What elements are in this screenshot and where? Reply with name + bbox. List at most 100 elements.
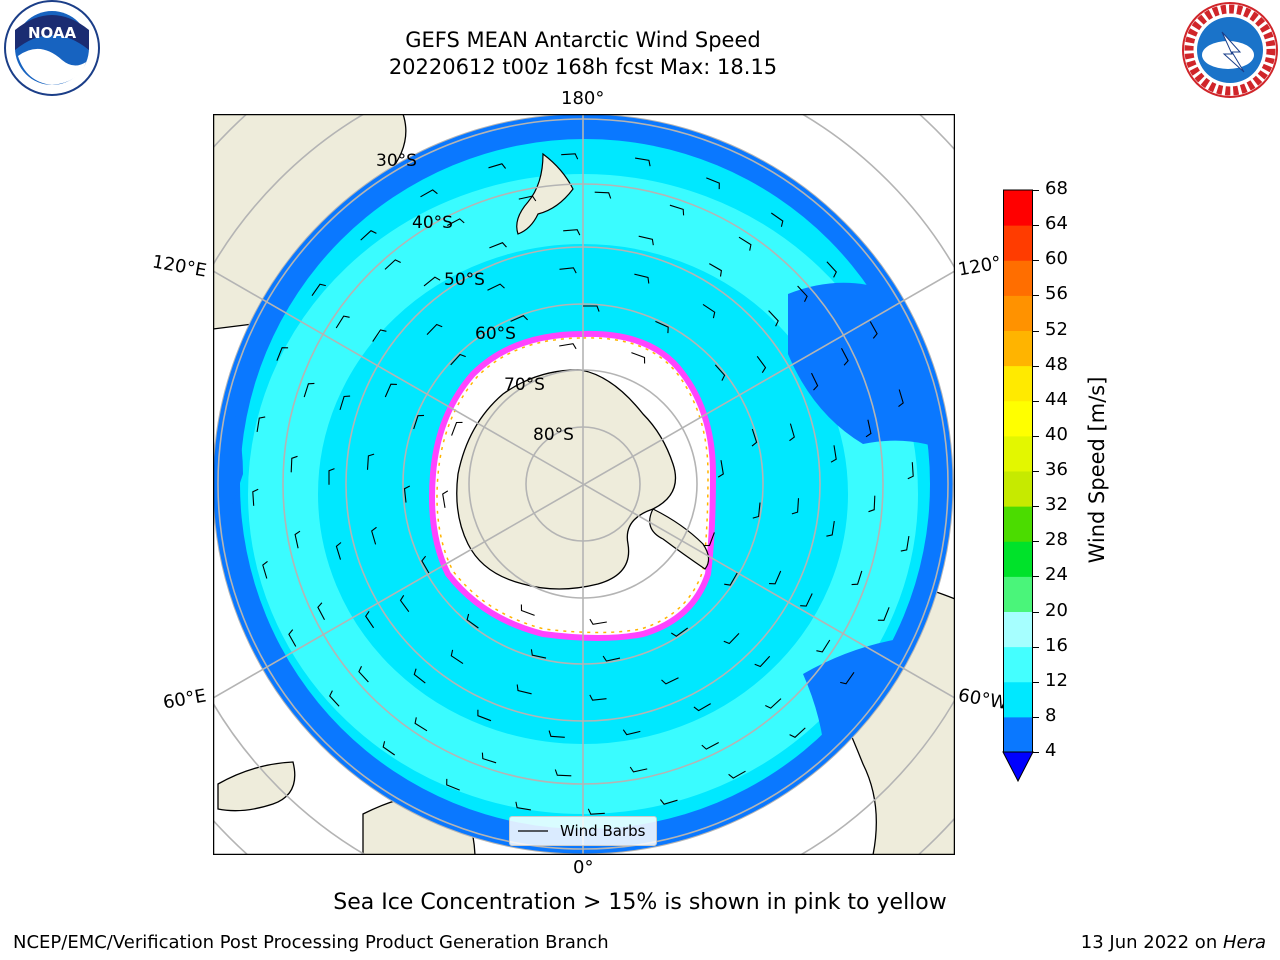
colorbar-tick-mark [1033, 190, 1039, 191]
wind-barb [518, 195, 537, 202]
colorbar-label: Wind Speed [m/s] [1085, 376, 1109, 564]
wind-barb [384, 383, 397, 398]
colorbar-tick-mark [1033, 611, 1039, 613]
footer-right: 13 Jun 2022 on Hera [1081, 932, 1266, 953]
wind-barb [811, 372, 819, 391]
wind-barb [752, 502, 761, 519]
wind-barb [311, 283, 326, 297]
colorbar [1000, 185, 1140, 785]
wind-barb [791, 498, 800, 515]
wind-barbs [252, 153, 914, 815]
wind-barb [421, 555, 430, 574]
colorbar-swatch [1003, 435, 1033, 472]
wind-barb [587, 808, 605, 815]
wind-barb [530, 649, 547, 659]
wind-barb [466, 613, 479, 629]
colorbar-swatch [1003, 365, 1033, 402]
wind-barb [303, 382, 315, 398]
wind-barb [797, 285, 808, 302]
wind-barb [294, 530, 301, 549]
wind-barb [865, 419, 872, 438]
colorbar-tick-mark [1033, 576, 1039, 578]
colorbar-tick-label: 40 [1045, 423, 1068, 445]
madagascar-land [217, 761, 296, 812]
wind-barb [477, 709, 492, 722]
new-zealand-land [516, 152, 574, 235]
wind-barb [450, 649, 464, 665]
wind-barb [561, 153, 579, 160]
colorbar-swatch [1003, 295, 1033, 331]
colorbar-tick-label: 28 [1045, 529, 1068, 551]
lat-label-30s: 30°S [376, 151, 417, 171]
wind-barb [328, 468, 335, 485]
wind-barb [559, 267, 577, 274]
wind-barb [382, 741, 396, 756]
wind-barb [594, 191, 612, 199]
wind-barb [724, 572, 738, 586]
wind-barb [487, 283, 505, 291]
lat-label-50s: 50°S [444, 270, 485, 290]
wind-barb [520, 604, 535, 616]
colorbar-tick-label: 16 [1045, 634, 1068, 656]
colorbar-tick-mark [1033, 225, 1039, 227]
wind-barb [420, 189, 438, 198]
colorbar-tick-label: 60 [1045, 248, 1068, 270]
wind-barb [701, 742, 719, 750]
wind-barb [877, 607, 890, 621]
wind-barb [629, 766, 648, 773]
colorbar-swatch [1003, 611, 1033, 648]
noaa-logo: NOAA [0, 0, 105, 100]
wind-barb [671, 627, 689, 637]
wind-barb [559, 343, 577, 350]
wind-barb [723, 633, 740, 645]
lon-label-120w: 120° [956, 252, 1003, 281]
wind-barb [634, 273, 650, 284]
footer-machine: Hera [1222, 932, 1266, 953]
colorbar-swatch [1003, 400, 1033, 437]
wind-barb [252, 488, 259, 506]
wind-barb [728, 770, 746, 779]
wind-barb [510, 315, 528, 322]
colorbar-tick-mark [1033, 752, 1039, 753]
wind-barb [738, 236, 752, 251]
wind-barb [426, 323, 443, 335]
wind-barb [826, 521, 835, 537]
wind-barb [840, 671, 855, 685]
wind-barb [659, 799, 678, 805]
colorbar-tick-label: 48 [1045, 353, 1068, 375]
wind-barb [800, 593, 813, 607]
wind-barb [765, 698, 782, 709]
wind-barb [898, 389, 904, 408]
colorbar-tick-label: 64 [1045, 213, 1068, 235]
legend-label: Wind Barbs [560, 822, 646, 840]
wind-barb [414, 717, 428, 732]
wind-barb [366, 453, 375, 470]
wind-barb [816, 639, 831, 653]
lat-label-70s: 70°S [504, 375, 545, 395]
colorbar-swatch [1003, 646, 1033, 683]
lon-label-120e: 120°E [150, 251, 209, 282]
colorbar-tick-label: 52 [1045, 318, 1068, 340]
wind-barb [548, 730, 565, 738]
lat-label-60s: 60°S [475, 324, 516, 344]
wind-barb [450, 353, 466, 366]
wind-barb [589, 694, 607, 701]
wind-barb [489, 242, 507, 249]
wind-barb [851, 570, 863, 586]
map-title-line2: 20220612 t00z 168h fcst Max: 18.15 [388, 55, 778, 79]
colorbar-tick-mark [1033, 260, 1039, 262]
wind-barb [661, 677, 679, 685]
colorbar-tick-label: 20 [1045, 599, 1068, 621]
wind-barb [262, 560, 268, 579]
wind-barb [563, 229, 581, 236]
wind-barb [360, 230, 377, 241]
wind-barb [826, 261, 837, 278]
wind-barb [335, 315, 350, 329]
wind-barb [446, 778, 460, 791]
lon-label-180: 180° [561, 88, 605, 109]
colorbar-tick-mark [1033, 681, 1039, 683]
wind-barb [403, 485, 411, 503]
wind-barb [442, 490, 449, 508]
lat-label-40s: 40°S [412, 213, 453, 233]
wind-barb [515, 801, 531, 811]
